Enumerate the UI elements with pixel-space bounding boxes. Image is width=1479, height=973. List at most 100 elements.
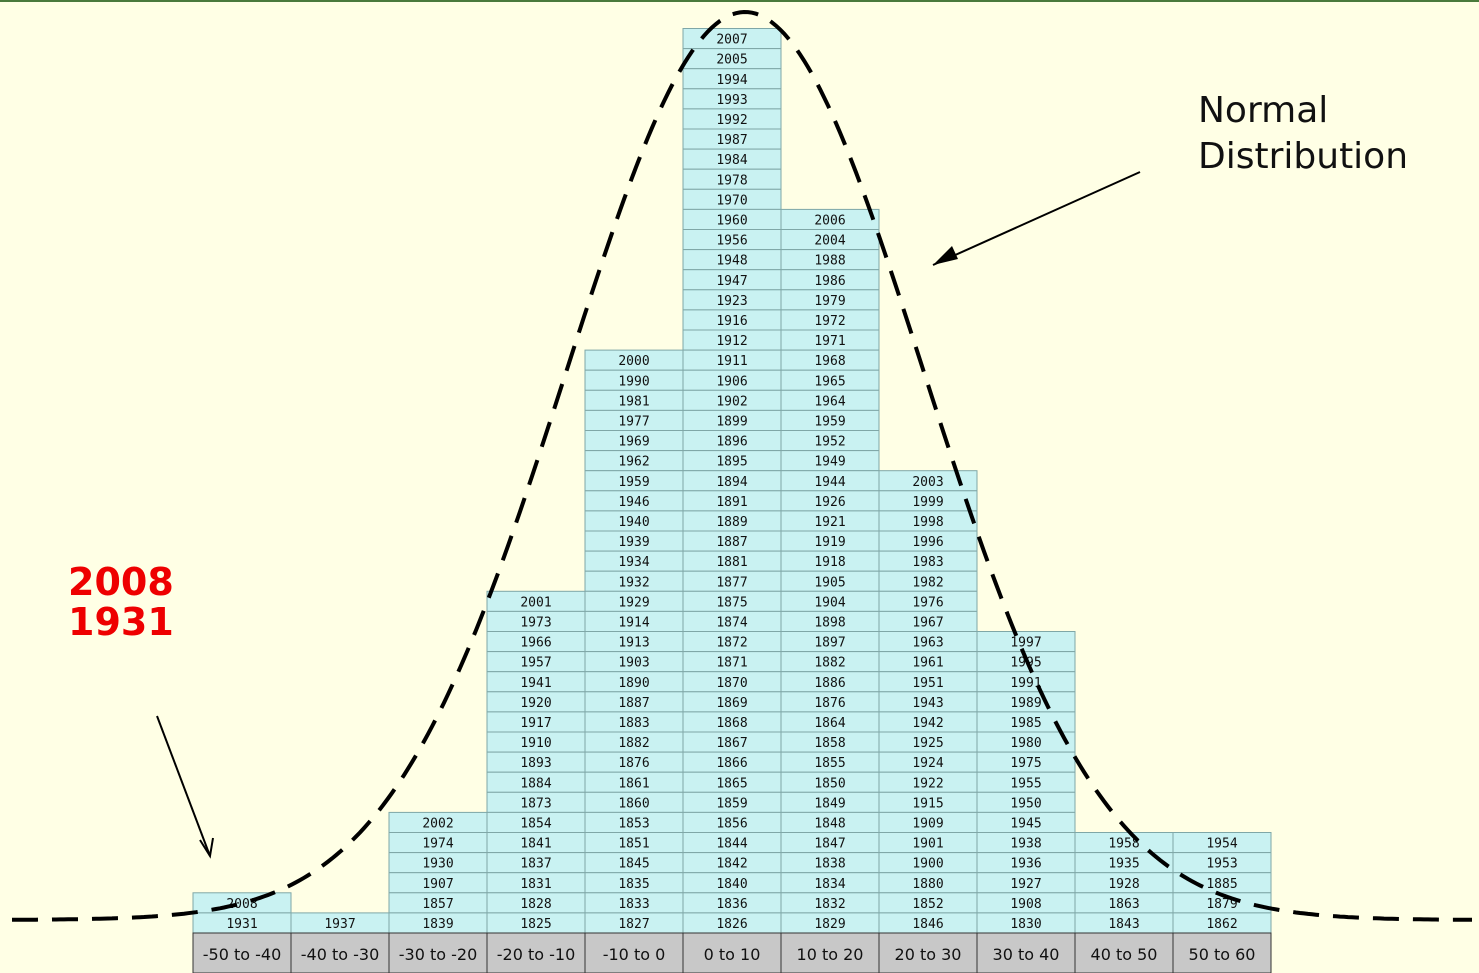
bar-cell-label: 1849: [814, 796, 845, 811]
x-tick-label: 10 to 20: [797, 945, 864, 964]
bar-cell-label: 1905: [814, 575, 845, 590]
top-border: [0, 0, 1479, 2]
bar-cell-label: 1833: [618, 897, 649, 912]
bar-cell-label: 1904: [814, 595, 845, 610]
bar-cell-label: 1928: [1108, 877, 1139, 892]
x-tick-label: -30 to -20: [399, 945, 478, 964]
bar-cell-label: 1825: [520, 917, 551, 932]
bar-cell-label: 1912: [716, 334, 747, 349]
bar-cell-label: 1974: [422, 837, 453, 852]
bar-cell-label: 1959: [814, 414, 845, 429]
bar-cell-label: 1917: [520, 716, 551, 731]
bar-cell-label: 1839: [422, 917, 453, 932]
normal-curve: [12, 9, 1472, 922]
bar-cell-label: 1877: [716, 575, 747, 590]
outlier-label: 2008 1931: [68, 562, 174, 642]
bar-cell-label: 1842: [716, 857, 747, 872]
bar-cell-label: 1876: [618, 756, 649, 771]
bar-cell-label: 1850: [814, 776, 845, 791]
bar-cell-label: 1894: [716, 475, 747, 490]
bar-cell-label: 1893: [520, 756, 551, 771]
curve-label-line1: Normal: [1198, 90, 1329, 131]
bar-cells: 2008 1931 1937 2002 1974 1930 1907 1857 1839 2001…: [192, 28, 1272, 934]
bar-cell-label: 1952: [814, 435, 845, 450]
x-tick-label: -20 to -10: [497, 945, 576, 964]
bar-cell-label: 1881: [716, 555, 747, 570]
bar-cell-label: 1899: [716, 414, 747, 429]
bar-cell-label: 1862: [1206, 917, 1237, 932]
bar-cell-label: 1906: [716, 374, 747, 389]
bar-cell-label: 1924: [912, 756, 943, 771]
bar-cell-label: 1962: [618, 455, 649, 470]
bar-cell-label: 1916: [716, 314, 747, 329]
bar-cell-label: 1913: [618, 636, 649, 651]
bar-cell-label: 1898: [814, 615, 845, 630]
bar-cell-label: 1832: [814, 897, 845, 912]
bar-cell-label: 1854: [520, 816, 551, 831]
bar-cell-label: 2007: [716, 33, 747, 48]
bar-cell-label: 1997: [1010, 636, 1041, 651]
axis-category-cell: [976, 932, 1076, 973]
bar-cell-label: 1989: [1010, 696, 1041, 711]
bar-cell-label: 1936: [1010, 857, 1041, 872]
bar-cell-label: 1866: [716, 756, 747, 771]
bar-cell-label: 1848: [814, 816, 845, 831]
bar-cell-label: 2004: [814, 234, 845, 249]
bar-cell-label: 1923: [716, 294, 747, 309]
bar-cell-label: 1896: [716, 435, 747, 450]
x-tick-label: 50 to 60: [1189, 945, 1256, 964]
bar-cell-label: 1861: [618, 776, 649, 791]
bar-cell-label: 1972: [814, 314, 845, 329]
bar-cell-label: 1984: [716, 153, 747, 168]
bar-cell-label: 1926: [814, 495, 845, 510]
bar-cell-label: 1851: [618, 837, 649, 852]
bar-cell-label: 1968: [814, 354, 845, 369]
bar-cell-label: 1902: [716, 394, 747, 409]
bar-cell-label: 2002: [422, 816, 453, 831]
bar-cell-label: 1966: [520, 636, 551, 651]
bar-cell-label: 1964: [814, 394, 845, 409]
bar-cell-label: 1887: [716, 535, 747, 550]
x-tick-label: 20 to 30: [895, 945, 962, 964]
bar-cell-label: 1840: [716, 877, 747, 892]
bar-cell-label: 1934: [618, 555, 649, 570]
curve-label: Normal Distribution: [1198, 88, 1408, 180]
outlier-arrowhead: [199, 837, 214, 859]
bar-cell-label: 1910: [520, 736, 551, 751]
x-tick-label: -40 to -30: [301, 945, 380, 964]
bar-cell-label: 1863: [1108, 897, 1139, 912]
bar-cell-label: 1927: [1010, 877, 1041, 892]
bar-cell-label: 1937: [324, 917, 355, 932]
category-axis: -50 to -40 -40 to -30 -30 to -20 -20 to -10…: [192, 932, 1272, 973]
x-tick-label: 0 to 10: [704, 945, 761, 964]
bar-cell-label: 1857: [422, 897, 453, 912]
bar-cell-label: 2001: [520, 595, 551, 610]
bar-cell-label: 2003: [912, 475, 943, 490]
bar-cell-label: 1975: [1010, 756, 1041, 771]
bar-cell-label: 1935: [1108, 857, 1139, 872]
outlier-label-line1: 2008: [68, 560, 174, 604]
bar-cell-label: 1986: [814, 274, 845, 289]
bar-cell-label: 1871: [716, 656, 747, 671]
bar-cell-label: 1944: [814, 475, 845, 490]
bar-cell-label: 1996: [912, 535, 943, 550]
bar-cell-label: 1921: [814, 515, 845, 530]
bar-cell-label: 1831: [520, 877, 551, 892]
bar-cell-label: 1868: [716, 716, 747, 731]
bar-cell-label: 1907: [422, 877, 453, 892]
bar-cell-label: 1882: [618, 736, 649, 751]
bar-cell-label: 1955: [1010, 776, 1041, 791]
bar-cell-label: 1911: [716, 354, 747, 369]
bar-cell-label: 1914: [618, 615, 649, 630]
bar-cell-label: 1981: [618, 394, 649, 409]
bar-cell-label: 1985: [1010, 716, 1041, 731]
bar-cell-label: 1953: [1206, 857, 1237, 872]
bar-cell-label: 1993: [716, 93, 747, 108]
bar-cell-label: 1957: [520, 656, 551, 671]
axis-category-cell: [1074, 932, 1174, 973]
bar-cell-label: 1967: [912, 615, 943, 630]
bar-cell-label: 1938: [1010, 837, 1041, 852]
bar-cell-label: 1925: [912, 736, 943, 751]
bar-cell-label: 1983: [912, 555, 943, 570]
